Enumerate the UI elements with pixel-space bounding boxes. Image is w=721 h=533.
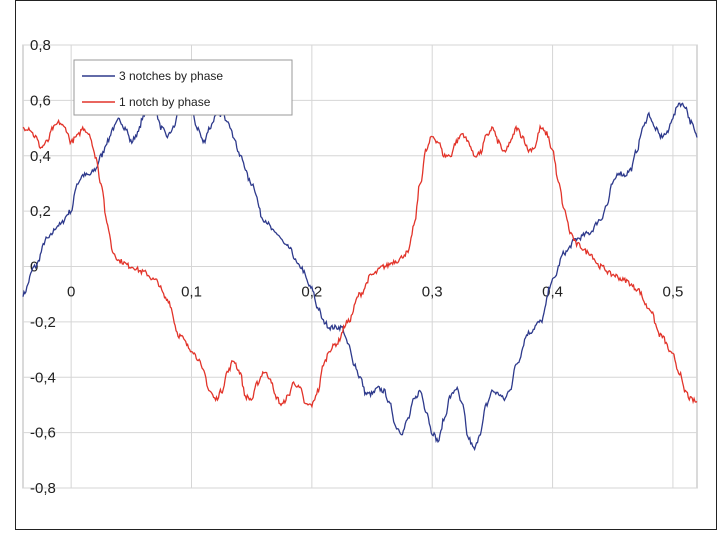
y-tick-label: 0,4 [30, 148, 51, 165]
y-tick-label: -0,4 [30, 369, 56, 386]
x-tick-label: 0,4 [542, 284, 563, 301]
series-line-one-notch [22, 118, 698, 409]
y-tick-label: 0,2 [30, 203, 51, 220]
x-tick-label: 0,3 [422, 284, 443, 301]
x-tick-label: 0,1 [181, 284, 202, 301]
x-tick-label: 0 [67, 284, 75, 301]
x-tick-label: 0,2 [301, 284, 322, 301]
legend-label: 3 notches by phase [119, 69, 223, 83]
x-axis-ticks: 0 0,1 0,2 0,3 0,4 0,5 [67, 284, 683, 301]
legend-box [73, 59, 293, 116]
series-lines [22, 102, 698, 452]
y-tick-label: -0,2 [30, 314, 56, 331]
legend: 3 notches by phase 1 notch by phase [73, 59, 293, 116]
series-line-three-notches [22, 102, 698, 452]
y-tick-label: -0,8 [30, 480, 56, 497]
x-tick-label: 0,5 [662, 284, 683, 301]
y-tick-label: -0,6 [30, 425, 56, 442]
legend-label: 1 notch by phase [119, 95, 211, 109]
y-tick-label: 0,6 [30, 92, 51, 109]
y-tick-label: 0,8 [30, 37, 51, 54]
